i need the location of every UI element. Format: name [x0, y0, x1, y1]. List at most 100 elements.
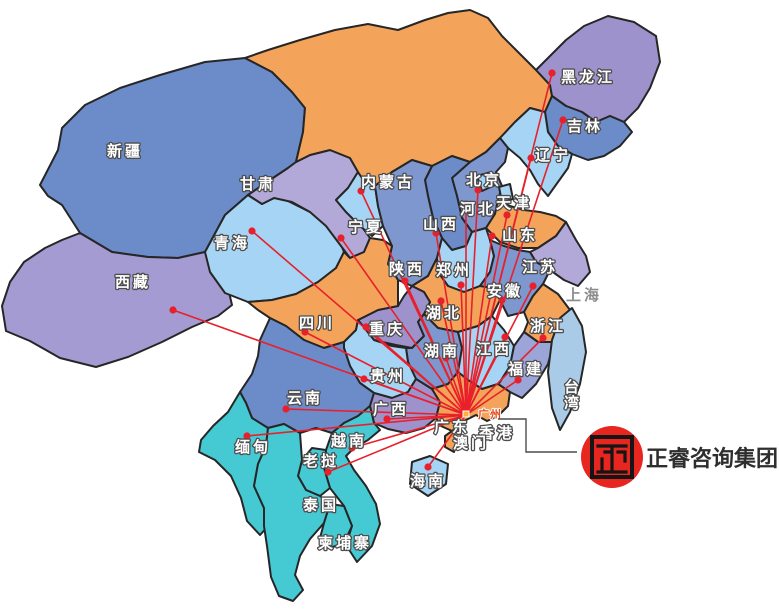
- hub-layer: 广州: [462, 406, 502, 422]
- route-line-liaoning: [465, 157, 532, 416]
- label-ningxia: 宁夏: [348, 218, 384, 236]
- country-yuenan: [323, 405, 381, 563]
- label-shaanxi: 陕西: [389, 260, 425, 278]
- label-xinjiang: 新疆: [107, 142, 143, 160]
- route-dot-jilin: [559, 116, 567, 124]
- route-dot-xizang: [169, 306, 177, 314]
- label-shanghai: 上海: [566, 286, 602, 304]
- route-dot-hubei: [437, 297, 445, 305]
- province-hainan: [409, 455, 449, 497]
- route-line-jiangxi: [465, 336, 506, 416]
- route-line-miandian: [246, 414, 467, 437]
- label-zhengzhou: 郑州: [436, 261, 472, 279]
- logo-mark-glyph: [596, 444, 628, 474]
- label-guangxi: 广西: [373, 400, 409, 418]
- label-qinghai: 青海: [214, 234, 250, 252]
- label-xizang: 西藏: [115, 273, 151, 291]
- guangzhou-hub-marker: [462, 410, 470, 418]
- route-dot-hebei: [462, 200, 470, 208]
- label-yunnan: 云南: [287, 389, 323, 407]
- label-gansu: 甘肃: [240, 175, 276, 193]
- route-dot-hainan: [424, 463, 432, 471]
- label-miandian: 缅甸: [235, 438, 271, 456]
- label-guangdong: 广东: [434, 418, 470, 436]
- route-dot-qinghai: [248, 227, 256, 235]
- logo-mark-square: [590, 435, 634, 479]
- route-line-ningxia: [340, 237, 467, 416]
- label-hunan: 湖南: [424, 342, 460, 360]
- province-taiwan: [547, 307, 587, 431]
- label-taiwan: 台湾: [564, 378, 582, 412]
- label-zhejiang: 浙江: [530, 317, 566, 335]
- label-neimenggu: 内蒙古: [361, 173, 415, 191]
- route-dot-miandian: [243, 432, 251, 440]
- label-heilongjiang: 黑龙江: [561, 68, 615, 86]
- province-beijing: [476, 171, 496, 192]
- route-dot-chongqing: [362, 323, 370, 331]
- label-guizhou: 贵州: [370, 367, 406, 385]
- route-line-anhui: [465, 299, 503, 416]
- route-dot-guizhou: [360, 375, 368, 383]
- provinces-layer: [1, 9, 661, 602]
- route-line-hainan: [427, 414, 467, 468]
- route-dot-beijing: [474, 186, 482, 194]
- route-dot-heilongjiang: [548, 69, 556, 77]
- route-dot-zhejiang: [539, 334, 547, 342]
- label-shandong: 山东: [502, 226, 538, 244]
- label-shanxi: 山西: [423, 215, 459, 233]
- route-line-shaanxi: [404, 280, 467, 416]
- province-tianjin: [498, 183, 514, 203]
- label-aomen: 澳门: [453, 434, 489, 452]
- label-anhui: 安徽: [487, 282, 523, 300]
- guangzhou-hub-label: 广州: [478, 407, 502, 421]
- route-dot-shaanxi: [401, 277, 409, 285]
- route-dot-zhengzhou: [457, 281, 465, 289]
- label-beijing: 北京: [466, 171, 502, 189]
- route-dot-yuenan: [348, 444, 356, 452]
- province-guangdong-peninsula: [444, 430, 459, 453]
- route-line-zhengzhou: [460, 284, 467, 416]
- route-dot-liaoning: [527, 154, 535, 162]
- route-line-beijing: [465, 189, 479, 416]
- route-line-xizang: [172, 309, 467, 416]
- label-jianpuzhai: 柬埔寨: [318, 534, 372, 552]
- route-dot-shandong: [488, 232, 496, 240]
- route-dot-yunnan: [282, 405, 290, 413]
- route-line-hunan: [445, 357, 467, 416]
- route-line-qinghai: [251, 230, 467, 416]
- route-dot-anhui: [498, 296, 506, 304]
- route-dot-neimenggu: [357, 187, 365, 195]
- label-hubei: 湖北: [426, 304, 462, 322]
- label-chongqing: 重庆: [369, 320, 405, 338]
- label-tianjin: 天津: [496, 194, 532, 212]
- route-dot-shanxi: [432, 229, 440, 237]
- label-laowo: 老挝: [302, 452, 339, 470]
- label-liaoning: 辽宁: [535, 146, 571, 164]
- route-dot-guangxi: [383, 415, 391, 423]
- route-line-hubei: [440, 300, 467, 416]
- route-line-fujian: [465, 379, 519, 416]
- route-dot-jiangxi: [501, 333, 509, 341]
- label-jiangsu: 江苏: [522, 258, 558, 276]
- route-line-zhejiang: [465, 337, 544, 416]
- route-dot-sichuan: [301, 328, 309, 336]
- route-dot-laowo: [324, 468, 332, 476]
- route-dot-hunan: [442, 354, 450, 362]
- route-dot-jiangsu: [529, 282, 537, 290]
- label-jilin: 吉林: [567, 117, 603, 135]
- route-line-tianjin: [465, 214, 508, 416]
- route-line-laowo: [327, 414, 467, 473]
- country-jianpuzhai: [319, 503, 353, 549]
- logo-connector-line: [498, 418, 577, 453]
- route-dot-fujian: [514, 376, 522, 384]
- label-hongkong: 香港: [479, 424, 515, 442]
- route-dot-tianjin: [503, 211, 511, 219]
- label-sichuan: 四川: [299, 314, 335, 332]
- company-logo: 正睿咨询集团: [498, 418, 778, 488]
- route-line-shandong: [465, 235, 493, 416]
- label-jiangxi: 江西: [476, 340, 512, 358]
- label-fujian: 福建: [507, 360, 544, 378]
- route-line-sichuan: [304, 331, 467, 416]
